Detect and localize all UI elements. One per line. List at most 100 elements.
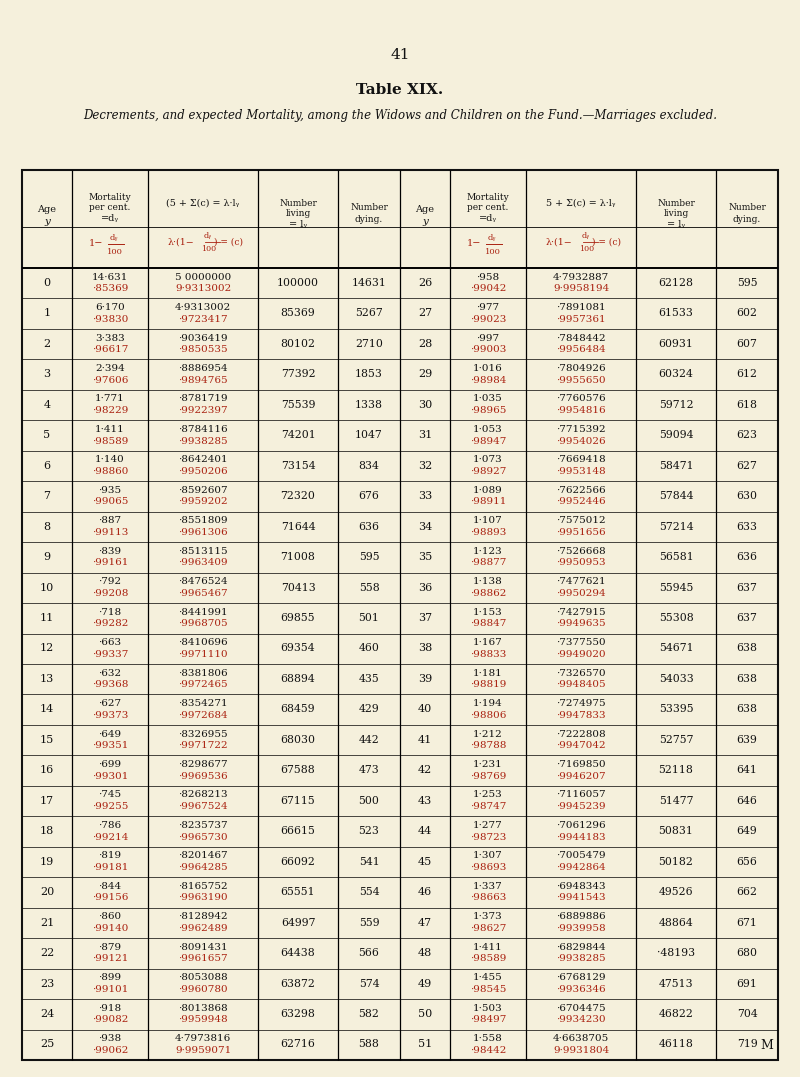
- Text: ·8886954: ·8886954: [178, 364, 228, 373]
- Text: ·7061296: ·7061296: [556, 821, 606, 830]
- Text: ·786: ·786: [98, 821, 122, 830]
- Text: ·98984: ·98984: [470, 376, 506, 384]
- Text: ·8354271: ·8354271: [178, 699, 228, 708]
- Text: ·9953148: ·9953148: [556, 467, 606, 476]
- Text: 63872: 63872: [281, 979, 315, 989]
- Text: 67115: 67115: [281, 796, 315, 806]
- Text: 1·138: 1·138: [473, 577, 503, 586]
- Text: 649: 649: [737, 826, 758, 836]
- Text: ·958: ·958: [477, 272, 499, 282]
- Text: 62128: 62128: [658, 278, 694, 288]
- Text: 46822: 46822: [658, 1009, 694, 1019]
- Text: ·9941543: ·9941543: [556, 894, 606, 903]
- Text: ·6889886: ·6889886: [556, 912, 606, 921]
- Text: ·7715392: ·7715392: [556, 425, 606, 434]
- Text: ·99161: ·99161: [92, 558, 128, 568]
- Text: 50831: 50831: [658, 826, 694, 836]
- Text: 85369: 85369: [281, 308, 315, 319]
- Text: 60931: 60931: [658, 339, 694, 349]
- Text: 637: 637: [737, 613, 758, 623]
- Text: ·9939958: ·9939958: [556, 924, 606, 933]
- Text: ·792: ·792: [98, 577, 122, 586]
- Text: ·9850535: ·9850535: [178, 345, 228, 354]
- Text: ·977: ·977: [477, 303, 499, 312]
- Text: 1−: 1−: [89, 239, 103, 249]
- Text: 71644: 71644: [281, 521, 315, 532]
- Text: ·48193: ·48193: [657, 948, 695, 959]
- Text: 3·383: 3·383: [95, 334, 125, 342]
- Text: ·8784116: ·8784116: [178, 425, 228, 434]
- Text: 80102: 80102: [281, 339, 315, 349]
- Text: 9·9959071: 9·9959071: [175, 1046, 231, 1054]
- Text: 636: 636: [358, 521, 379, 532]
- Text: ·9959948: ·9959948: [178, 1016, 228, 1024]
- Text: 558: 558: [358, 583, 379, 592]
- Text: ·93830: ·93830: [92, 314, 128, 324]
- Text: 27: 27: [418, 308, 432, 319]
- Text: 37: 37: [418, 613, 432, 623]
- Text: ·8013868: ·8013868: [178, 1004, 228, 1012]
- Text: 34: 34: [418, 521, 432, 532]
- Text: 69855: 69855: [281, 613, 315, 623]
- Text: ·99065: ·99065: [92, 498, 128, 506]
- Text: 691: 691: [737, 979, 758, 989]
- Text: ·9964285: ·9964285: [178, 863, 228, 872]
- Text: 602: 602: [737, 308, 758, 319]
- Text: 5: 5: [43, 430, 50, 440]
- Text: 22: 22: [40, 948, 54, 959]
- Text: ·7427915: ·7427915: [556, 607, 606, 617]
- Text: ·99042: ·99042: [470, 284, 506, 293]
- Text: 72320: 72320: [281, 491, 315, 501]
- Text: ·745: ·745: [98, 791, 122, 799]
- Text: ·9934230: ·9934230: [556, 1016, 606, 1024]
- Text: 33: 33: [418, 491, 432, 501]
- Text: dᵧ: dᵧ: [488, 234, 496, 242]
- Text: Number: Number: [350, 204, 388, 212]
- Text: 66092: 66092: [281, 856, 315, 867]
- Text: ·99140: ·99140: [92, 924, 128, 933]
- Text: ·9954816: ·9954816: [556, 406, 606, 415]
- Text: ·8781719: ·8781719: [178, 394, 228, 404]
- Text: 656: 656: [737, 856, 758, 867]
- Text: 429: 429: [358, 704, 379, 714]
- Text: ·8441991: ·8441991: [178, 607, 228, 617]
- Text: ·860: ·860: [98, 912, 122, 921]
- Text: 623: 623: [737, 430, 758, 440]
- Text: 9·9313002: 9·9313002: [175, 284, 231, 293]
- Text: ·9959202: ·9959202: [178, 498, 228, 506]
- Text: ·9936346: ·9936346: [556, 984, 606, 994]
- Text: ·7377550: ·7377550: [556, 639, 606, 647]
- Text: 612: 612: [737, 369, 758, 379]
- Text: 8: 8: [43, 521, 50, 532]
- Text: per cent.: per cent.: [90, 202, 130, 211]
- Text: 662: 662: [737, 887, 758, 897]
- Text: ·935: ·935: [98, 486, 122, 494]
- Text: 68894: 68894: [281, 674, 315, 684]
- Text: 100: 100: [579, 244, 594, 253]
- Text: λ·(1−: λ·(1−: [168, 238, 194, 247]
- Text: 1853: 1853: [355, 369, 383, 379]
- Text: ·98589: ·98589: [470, 954, 506, 963]
- Text: ·7804926: ·7804926: [556, 364, 606, 373]
- Text: 13: 13: [40, 674, 54, 684]
- Text: ·918: ·918: [98, 1004, 122, 1012]
- Text: ·9954026: ·9954026: [556, 436, 606, 446]
- Text: 54671: 54671: [658, 643, 694, 654]
- Text: 39: 39: [418, 674, 432, 684]
- Text: 62716: 62716: [281, 1039, 315, 1049]
- Text: ·98833: ·98833: [470, 649, 506, 659]
- Text: 1338: 1338: [355, 400, 383, 409]
- Text: 59094: 59094: [658, 430, 694, 440]
- Text: ·99337: ·99337: [92, 649, 128, 659]
- Text: 31: 31: [418, 430, 432, 440]
- Text: Age: Age: [38, 206, 57, 214]
- Text: 59712: 59712: [658, 400, 694, 409]
- Text: per cent.: per cent.: [467, 202, 509, 211]
- Text: 3: 3: [43, 369, 50, 379]
- Text: 43: 43: [418, 796, 432, 806]
- Text: y: y: [422, 218, 428, 226]
- Text: ·9957361: ·9957361: [556, 314, 606, 324]
- Text: 68030: 68030: [281, 735, 315, 745]
- Text: 14: 14: [40, 704, 54, 714]
- Text: 69354: 69354: [281, 643, 315, 654]
